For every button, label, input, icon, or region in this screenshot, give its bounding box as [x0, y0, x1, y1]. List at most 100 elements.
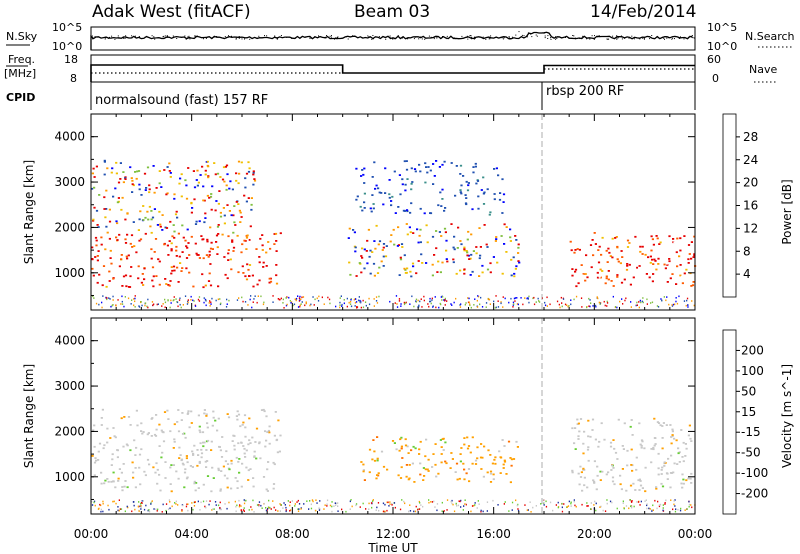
echo-cell [206, 475, 210, 477]
noise-cell [270, 508, 272, 510]
noise-cell [529, 501, 531, 503]
noise-cell [678, 295, 680, 298]
noise-cell [266, 509, 268, 511]
echo-cell [252, 171, 255, 174]
noise-cell [676, 302, 679, 305]
noise-cell [430, 302, 432, 305]
noise-cell [382, 502, 385, 505]
echo-cell [465, 250, 468, 252]
echo-cell [172, 447, 175, 449]
noise-cell [629, 499, 631, 501]
echo-cell [235, 201, 238, 203]
echo-cell [230, 487, 233, 490]
echo-cell [93, 445, 96, 448]
echo-cell [210, 208, 213, 211]
noise-cell [549, 303, 551, 306]
echo-cell [687, 258, 690, 261]
echo-cell [111, 167, 114, 170]
noise-cell [403, 303, 406, 306]
echo-cell [165, 227, 169, 229]
noise-cell [389, 300, 391, 303]
echo-cell [411, 462, 414, 465]
nsearch-point [430, 36, 432, 38]
noise-cell [674, 510, 677, 513]
echo-cell [155, 462, 158, 465]
echo-cell [215, 234, 219, 237]
echo-cell [209, 247, 213, 250]
noise-cell [100, 508, 102, 511]
noise-cell [639, 504, 641, 506]
echo-cell [158, 445, 161, 447]
echo-cell [692, 281, 695, 283]
echo-cell [371, 176, 374, 178]
noise-cell [170, 299, 172, 302]
noise-cell [357, 299, 360, 302]
nsearch-point [414, 36, 416, 38]
echo-cell [589, 435, 592, 438]
nsearch-point [397, 35, 399, 37]
noise-cell [215, 504, 217, 506]
noise-cell [633, 505, 635, 508]
echo-cell [275, 264, 278, 266]
echo-cell [596, 276, 600, 279]
echo-cell [517, 260, 520, 262]
nsearch-point [511, 36, 513, 38]
echo-cell [352, 229, 355, 231]
echo-cell [507, 440, 511, 443]
noise-cell [265, 507, 267, 509]
echo-cell [229, 180, 232, 183]
echo-cell [224, 273, 227, 276]
echo-cell [472, 171, 475, 174]
nsearch-point [490, 35, 492, 37]
noise-cell [570, 502, 572, 505]
nsearch-point [329, 35, 331, 37]
echo-cell [164, 477, 167, 479]
noise-cell [621, 298, 623, 300]
echo-cell [404, 438, 407, 441]
echo-cell [253, 455, 256, 458]
echo-cell [592, 254, 595, 257]
echo-cell [233, 205, 236, 207]
noise-cell [297, 510, 300, 512]
echo-cell [116, 449, 119, 452]
noise-cell [660, 298, 662, 300]
echo-cell [248, 239, 251, 241]
noise-cell [600, 505, 602, 508]
noise-cell [236, 299, 239, 301]
nsearch-point [274, 35, 276, 37]
echo-cell [466, 189, 470, 192]
noise-cell [161, 511, 163, 513]
echo-cell [416, 228, 419, 231]
echo-cell [124, 178, 127, 180]
noise-cell [502, 296, 504, 298]
noise-cell [256, 301, 258, 304]
noise-cell [513, 297, 516, 300]
echo-cell [400, 466, 403, 469]
nsearch-point [310, 37, 312, 39]
echo-cell [223, 256, 226, 258]
noise-cell [329, 504, 332, 507]
echo-cell [478, 275, 481, 277]
echo-cell [432, 453, 435, 455]
echo-cell [592, 479, 595, 482]
noise-cell [226, 303, 228, 305]
noise-cell [476, 306, 479, 308]
noise-cell [100, 504, 102, 507]
noise-cell [101, 301, 103, 304]
noise-cell [403, 500, 405, 503]
noise-cell [155, 508, 157, 511]
noise-cell [673, 503, 675, 506]
echo-cell [181, 412, 184, 414]
noise-cell [624, 299, 626, 302]
echo-cell [126, 444, 129, 447]
noise-cell [514, 297, 517, 299]
nave-tick-top: 60 [707, 53, 721, 66]
echo-cell [505, 473, 508, 475]
echo-cell [489, 470, 493, 473]
echo-cell [598, 245, 601, 248]
noise-cell [441, 501, 443, 504]
echo-cell [369, 207, 372, 210]
echo-cell [601, 470, 604, 473]
nsearch-point [573, 35, 575, 37]
